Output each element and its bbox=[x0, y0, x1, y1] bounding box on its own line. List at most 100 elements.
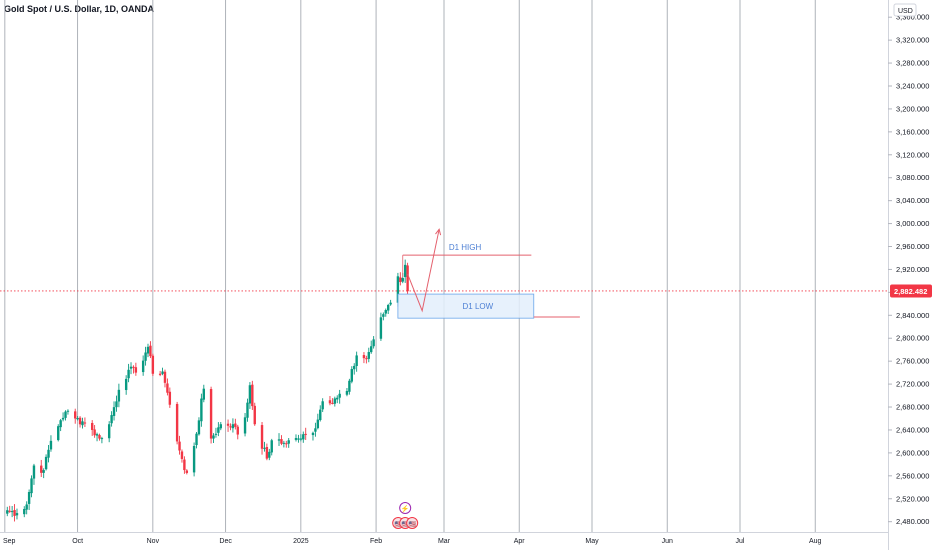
candle-body bbox=[64, 411, 67, 418]
currency-box bbox=[893, 3, 917, 17]
candle-body bbox=[15, 513, 19, 516]
candle-body bbox=[319, 409, 322, 421]
candle-body bbox=[175, 403, 179, 442]
candle-body bbox=[226, 423, 230, 426]
y-tick-label: 2,640.000 bbox=[896, 425, 929, 434]
candle-body bbox=[302, 434, 305, 440]
candle-body bbox=[149, 345, 152, 357]
candle-body bbox=[27, 492, 31, 504]
candle-body bbox=[217, 427, 220, 433]
candle-body bbox=[321, 401, 324, 410]
candle-body bbox=[13, 510, 16, 516]
candle-body bbox=[200, 398, 203, 422]
candle-body bbox=[146, 346, 150, 354]
candle-body bbox=[117, 389, 121, 402]
candle-body bbox=[316, 419, 320, 429]
us-flag-icon: 🇺🇸 bbox=[408, 520, 416, 528]
currency-label: USD bbox=[898, 8, 913, 15]
candle-body bbox=[151, 355, 155, 374]
candle-body bbox=[129, 366, 133, 369]
candle-body bbox=[379, 317, 383, 339]
y-tick-label: 3,360.000 bbox=[896, 13, 929, 22]
y-tick-label: 3,280.000 bbox=[896, 59, 929, 68]
candle-body bbox=[141, 360, 145, 373]
projection-path[interactable] bbox=[407, 229, 440, 313]
candle-body bbox=[110, 415, 113, 424]
candle-body bbox=[185, 470, 189, 473]
y-tick-label: 2,840.000 bbox=[896, 311, 929, 320]
y-tick-label: 3,160.000 bbox=[896, 127, 929, 136]
candle-body bbox=[166, 383, 169, 393]
candle-body bbox=[243, 417, 247, 434]
candle-body bbox=[246, 402, 249, 418]
candle-body bbox=[134, 367, 138, 373]
candle-body bbox=[158, 373, 162, 375]
candle-body bbox=[294, 438, 298, 440]
candle-body bbox=[396, 276, 400, 303]
candle-body bbox=[6, 510, 9, 514]
y-tick-label: 2,480.000 bbox=[896, 517, 929, 526]
y-tick-label: 2,680.000 bbox=[896, 403, 929, 412]
candle-body bbox=[115, 401, 118, 408]
y-tick-label: 2,920.000 bbox=[896, 265, 929, 274]
candle-body bbox=[353, 365, 356, 370]
candle-body bbox=[49, 440, 53, 450]
candle-body bbox=[231, 424, 235, 429]
x-tick-label: Jul bbox=[736, 538, 745, 545]
candle-body bbox=[47, 449, 50, 458]
candle-body bbox=[112, 407, 116, 416]
y-tick-label: 2,720.000 bbox=[896, 380, 929, 389]
candle-body bbox=[8, 510, 11, 512]
candle-body bbox=[389, 302, 392, 305]
candle-body bbox=[365, 358, 368, 360]
candle-body bbox=[95, 434, 99, 436]
candle-body bbox=[42, 470, 45, 473]
candle-body bbox=[209, 389, 213, 439]
candle-body bbox=[98, 435, 101, 439]
candle-body bbox=[83, 422, 87, 424]
candle-body bbox=[100, 438, 104, 440]
candle-body bbox=[44, 456, 48, 470]
candle-body bbox=[74, 411, 77, 419]
candle-body bbox=[372, 339, 375, 347]
event-icon-us-flag[interactable] bbox=[406, 517, 419, 529]
candle-body bbox=[297, 438, 300, 440]
candle-body bbox=[81, 421, 84, 426]
candle-body bbox=[336, 397, 339, 400]
y-tick-label: 2,760.000 bbox=[896, 357, 929, 366]
candle-body bbox=[348, 380, 351, 392]
candle-body bbox=[90, 422, 94, 430]
candle-body bbox=[282, 442, 286, 444]
y-tick-label: 2,600.000 bbox=[896, 448, 929, 457]
candle-body bbox=[265, 446, 269, 459]
candle-body bbox=[314, 428, 317, 432]
candle-body bbox=[280, 439, 283, 444]
candle-body bbox=[183, 459, 186, 471]
candle-body bbox=[195, 433, 198, 446]
candle-body bbox=[168, 391, 172, 405]
candle-body bbox=[40, 465, 43, 473]
x-tick-label: Dec bbox=[219, 538, 232, 545]
x-tick-label: Mar bbox=[438, 538, 451, 545]
candle-body bbox=[78, 417, 82, 425]
candle-body bbox=[270, 440, 273, 453]
candle-body bbox=[214, 433, 218, 435]
candle-body bbox=[76, 418, 79, 420]
chart-title: Gold Spot / U.S. Dollar, 1D, OANDA bbox=[4, 4, 155, 14]
candle-body bbox=[382, 314, 385, 317]
y-tick-label: 2,800.000 bbox=[896, 334, 929, 343]
candle-body bbox=[403, 264, 407, 277]
candle-body bbox=[124, 378, 128, 391]
candle-body bbox=[132, 366, 135, 368]
candle-body bbox=[229, 426, 232, 428]
event-icon-lightning[interactable] bbox=[399, 502, 412, 514]
y-tick-label: 3,320.000 bbox=[896, 36, 929, 45]
y-tick-label: 3,240.000 bbox=[896, 81, 929, 90]
current-price-tag bbox=[890, 284, 932, 298]
candle-body bbox=[384, 310, 387, 314]
x-tick-label: Jun bbox=[662, 538, 673, 545]
candle-body bbox=[192, 446, 196, 473]
candle-body bbox=[253, 405, 256, 425]
